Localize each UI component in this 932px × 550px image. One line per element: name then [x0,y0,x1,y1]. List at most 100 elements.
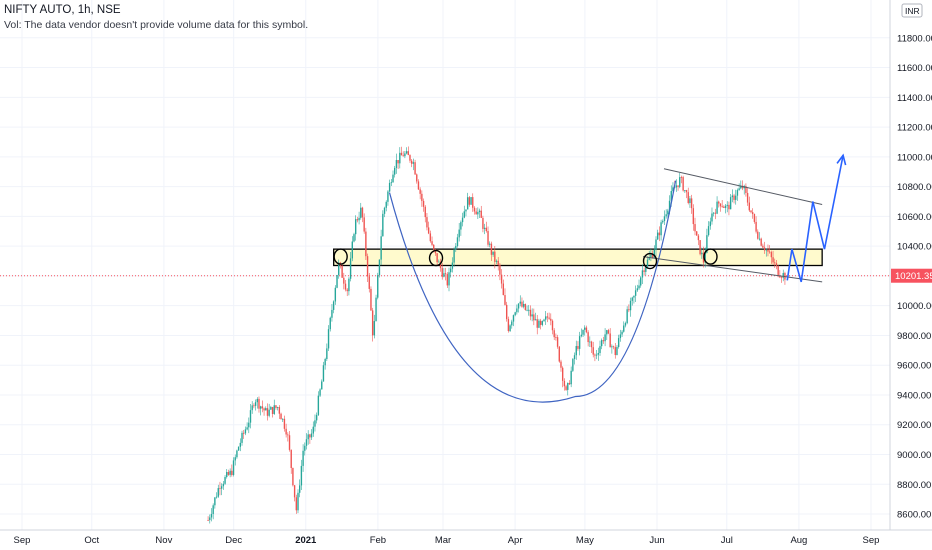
candle [253,403,255,409]
candle-body [470,197,472,205]
candle-body [500,274,503,284]
candle [443,268,445,278]
candle-body [697,235,700,241]
y-tick-label: 10000.00 [897,301,932,312]
candle-body [219,488,221,489]
candle-body [392,174,394,183]
candle [297,489,299,514]
candle-body [612,346,615,348]
candle-body [745,186,747,193]
candle [589,336,591,348]
candle-body [572,359,574,371]
candle [237,446,240,451]
candle-body [429,233,432,242]
candle-body [331,309,333,318]
candle [331,303,333,322]
candle-body [256,398,258,403]
candle-body [585,327,588,333]
candle [533,308,535,326]
candle [623,321,625,333]
candle [380,229,382,266]
candle-body [590,341,593,348]
candle [572,357,574,373]
candle [590,340,593,353]
candle [514,311,516,317]
candle-body [570,370,572,385]
candle [295,494,298,514]
candle [283,415,286,432]
candle [729,194,732,210]
candle-body [651,254,654,258]
candle-body [307,434,309,440]
candle [468,195,471,207]
candle [736,188,739,201]
candle-body [624,323,627,326]
candle [539,318,542,330]
candle-body [324,358,326,366]
candle-body [634,290,637,296]
candle [692,204,695,231]
candle [285,423,287,438]
candle [470,197,472,205]
x-tick-label: May [576,535,594,546]
candle-body [400,152,403,156]
candle [402,151,404,157]
candle [594,353,596,362]
candle-body [288,435,291,450]
candle-body [349,258,352,279]
candle-body [638,285,640,289]
candle-body [507,319,510,331]
candle-body [565,386,567,390]
candle [234,454,236,466]
candle [752,208,754,219]
candle-body [665,214,667,217]
candle-body [680,177,683,178]
candle-body [516,308,518,313]
candle-body [237,446,240,451]
candle-body [385,201,387,208]
candle-body [397,160,399,164]
candle [307,430,309,445]
candle-body [709,221,711,227]
time-axis[interactable]: Sep Oct Nov Dec 2021 Feb Mar Apr May Jun Jul Aug Sep [0,529,932,546]
candle-body [538,320,540,328]
x-tick-label: Sep [863,535,880,546]
y-tick-label: 11000.00 [897,152,932,163]
candle [782,269,784,282]
candle [662,219,664,224]
candle [475,208,477,215]
x-tick-label: Aug [790,535,807,546]
candle-body [394,167,396,175]
candle-body [329,317,331,330]
candle [458,223,460,242]
candle-body [575,346,577,356]
candle [258,396,260,413]
candle-body [338,262,340,276]
candle [612,345,615,350]
candle [629,297,632,317]
candle-body [735,195,737,200]
candle [400,146,403,156]
candle [219,481,221,496]
candle [529,305,532,321]
candle [282,418,284,423]
candle [780,275,783,283]
candle [353,232,355,243]
candle-body [716,201,718,214]
candle [760,237,762,247]
candle [263,407,265,416]
candle-body [560,361,562,368]
candle [775,260,778,270]
candle [455,243,457,253]
candle [707,221,710,237]
candle [502,279,504,296]
candle-body [343,277,345,284]
candle-body [524,304,527,310]
price-axis[interactable]: 8600.00 8800.00 9000.00 9200.00 9400.00 9600.… [889,0,932,530]
candle [556,334,559,349]
candle-body [648,257,650,260]
candle-body [395,160,398,168]
candle [519,295,521,307]
candle [375,294,377,322]
